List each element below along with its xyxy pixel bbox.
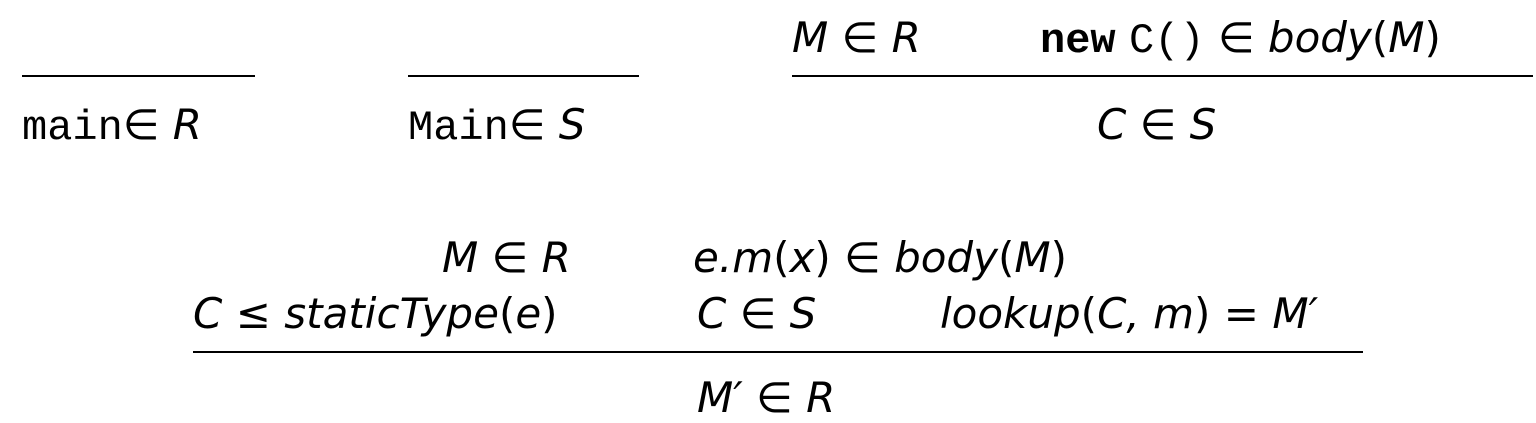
element-of-symbol: ∈ <box>491 233 529 282</box>
var-m-prime: M′ <box>697 373 743 422</box>
rule-call-premise-1: M ∈ R <box>442 237 571 279</box>
element-of-symbol: ∈ <box>756 373 793 422</box>
var-c: C <box>193 289 223 338</box>
element-of-symbol: ∈ <box>1139 100 1177 149</box>
rule-main-conclusion: main∈ R <box>22 104 202 152</box>
set-s: S <box>1189 100 1217 149</box>
element-of-symbol: ∈ <box>841 13 879 62</box>
right-paren: ) <box>1424 13 1441 62</box>
var-x: x <box>789 233 815 282</box>
element-of-symbol: ∈ <box>508 100 546 149</box>
set-s: S <box>789 289 817 338</box>
rule-call-inference-line <box>193 351 1363 353</box>
set-s: S <box>558 100 586 149</box>
right-paren: ) <box>1050 233 1067 282</box>
rule-main-class-name: Main <box>408 104 509 152</box>
rule-main-inference-line <box>22 75 255 77</box>
new-keyword: new <box>1040 17 1116 65</box>
rule-main-name: main <box>22 104 123 152</box>
rule-new-premise-1: M ∈ R <box>792 17 921 59</box>
lookup-args: C, m <box>1097 289 1195 338</box>
var-c: C <box>1097 100 1127 149</box>
left-paren: ( <box>1080 289 1098 338</box>
subtype-symbol: ≤ <box>235 289 271 338</box>
element-of-symbol: ∈ <box>739 289 777 338</box>
var-m: M <box>792 13 829 62</box>
rule-call-premise-3: C ≤ staticType(e) <box>193 293 558 335</box>
element-of-symbol: ∈ <box>1217 13 1255 62</box>
var-e: e <box>515 289 542 338</box>
rule-new-premise-2: new C() ∈ body(M) <box>1040 17 1441 65</box>
right-paren: ) <box>541 289 558 338</box>
var-m: M <box>442 233 479 282</box>
receiver-method: e.m <box>693 233 774 282</box>
set-r: R <box>172 100 202 149</box>
set-r: R <box>891 13 921 62</box>
rule-call-premise-5: lookup(C, m) = M′ <box>940 293 1318 335</box>
body-function: body <box>1267 13 1372 62</box>
rule-call-premise-4: C ∈ S <box>697 293 816 335</box>
var-c: C <box>697 289 727 338</box>
element-of-symbol: ∈ <box>122 100 160 149</box>
var-m: M <box>1014 233 1051 282</box>
set-r: R <box>806 373 836 422</box>
static-type-function: staticType <box>284 289 499 338</box>
equals-symbol: = <box>1223 289 1259 338</box>
var-m: M <box>1388 13 1425 62</box>
var-m-prime: M′ <box>1272 289 1319 338</box>
rule-main-class-inference-line <box>408 75 639 77</box>
rule-call-conclusion: M′ ∈ R <box>697 377 835 419</box>
left-paren: ( <box>773 233 790 282</box>
rule-main-class-conclusion: Main∈ S <box>408 104 585 152</box>
right-paren: ) <box>814 233 831 282</box>
lookup-function: lookup <box>940 289 1081 338</box>
left-paren: ( <box>997 233 1015 282</box>
rule-new-conclusion: C ∈ S <box>1097 104 1216 146</box>
left-paren: ( <box>498 289 516 338</box>
left-paren: ( <box>1371 13 1389 62</box>
rule-new-inference-line <box>792 75 1533 77</box>
constructor-call: C() <box>1128 17 1205 65</box>
set-r: R <box>541 233 571 282</box>
element-of-symbol: ∈ <box>844 233 881 282</box>
rule-call-premise-2: e.m(x) ∈ body(M) <box>693 237 1067 279</box>
right-paren: ) <box>1194 289 1211 338</box>
body-function: body <box>894 233 998 282</box>
